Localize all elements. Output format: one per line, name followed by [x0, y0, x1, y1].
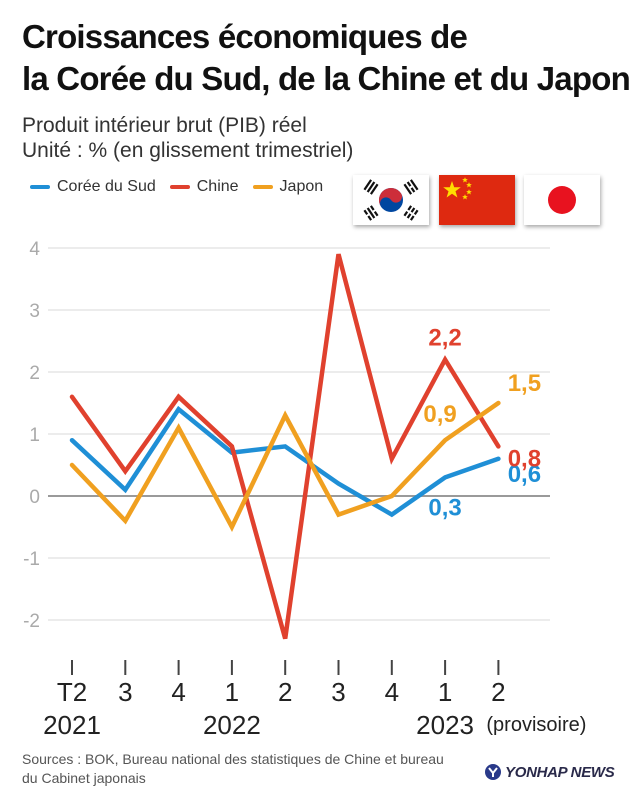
y-tick-label: -1: [23, 549, 40, 570]
legend-item-japan: Japon: [252, 178, 324, 196]
legend-swatch-korea: [30, 185, 50, 189]
china-flag-icon: [439, 175, 515, 225]
legend-label-china: Chine: [196, 178, 239, 195]
legend-label-japan: Japon: [279, 178, 324, 195]
japan-flag-graphic: [524, 175, 600, 225]
south-korea-flag-icon: [353, 175, 429, 225]
x-tick-label: 3: [331, 677, 345, 707]
title-line-2: la Corée du Sud, de la Chine et du Japon: [22, 60, 631, 97]
legend-label-korea: Corée du Sud: [57, 178, 156, 195]
provisional-note: (provisoire): [486, 714, 586, 736]
subtitle-line-2: Unité : % (en glissement trimestriel): [22, 139, 354, 162]
x-tick-label: 1: [438, 677, 452, 707]
y-tick-label: -2: [23, 611, 40, 632]
china-flag-graphic: [439, 175, 515, 225]
data-label: 2,2: [428, 325, 461, 352]
source-note: Sources : BOK, Bureau national des stati…: [22, 751, 444, 786]
yonhap-logo-text: YONHAP NEWS: [505, 763, 615, 781]
x-tick-label: 2: [278, 677, 292, 707]
data-label: 0,9: [423, 401, 456, 428]
y-tick-label: 0: [29, 487, 40, 508]
series-line-2: [69, 400, 501, 532]
chart-title: Croissances économiques de la Corée du S…: [22, 16, 631, 100]
x-tick-label: T2: [57, 677, 87, 707]
series-line-0: [69, 405, 501, 518]
year-label: 2023: [416, 710, 474, 740]
year-label: 2022: [203, 710, 261, 740]
series-line-1: [69, 253, 501, 640]
legend-item-korea: Corée du Sud: [30, 178, 156, 196]
data-label: 0,6: [508, 461, 541, 488]
y-tick-label: 4: [29, 239, 40, 260]
x-tick-label: 3: [118, 677, 132, 707]
subtitle-line-1: Produit intérieur brut (PIB) réel: [22, 114, 307, 137]
line-chart: 4 3 2 1 0 -1 -2 T2 3 4 1 2 3 4 1 2 2021 2022 2023 (provisoi…: [23, 239, 586, 740]
chart-legend: Corée du Sud Chine Japon: [30, 178, 323, 196]
x-tick-label: 1: [225, 677, 239, 707]
legend-swatch-china: [169, 185, 190, 189]
y-tick-label: 2: [29, 363, 40, 384]
y-tick-label: 1: [29, 425, 40, 446]
chart-subtitle: Produit intérieur brut (PIB) réel Unité …: [22, 113, 353, 163]
legend-swatch-japan: [252, 185, 273, 189]
data-label: 1,5: [508, 370, 541, 397]
japan-flag-icon: [524, 175, 600, 225]
data-label: 0,3: [428, 494, 461, 521]
y-tick-label: 3: [29, 301, 40, 322]
x-tick-label: 4: [171, 677, 185, 707]
year-label: 2021: [43, 710, 101, 740]
data-label: 0,8: [508, 445, 541, 472]
x-tick-label: 4: [385, 677, 399, 707]
south-korea-flag-graphic: [353, 175, 429, 225]
legend-item-china: Chine: [169, 178, 239, 196]
yonhap-logo: YONHAP NEWS: [484, 763, 615, 781]
x-tick-label: 2: [491, 677, 505, 707]
yonhap-logo-icon: [485, 764, 501, 780]
title-line-1: Croissances économiques de: [22, 18, 468, 55]
